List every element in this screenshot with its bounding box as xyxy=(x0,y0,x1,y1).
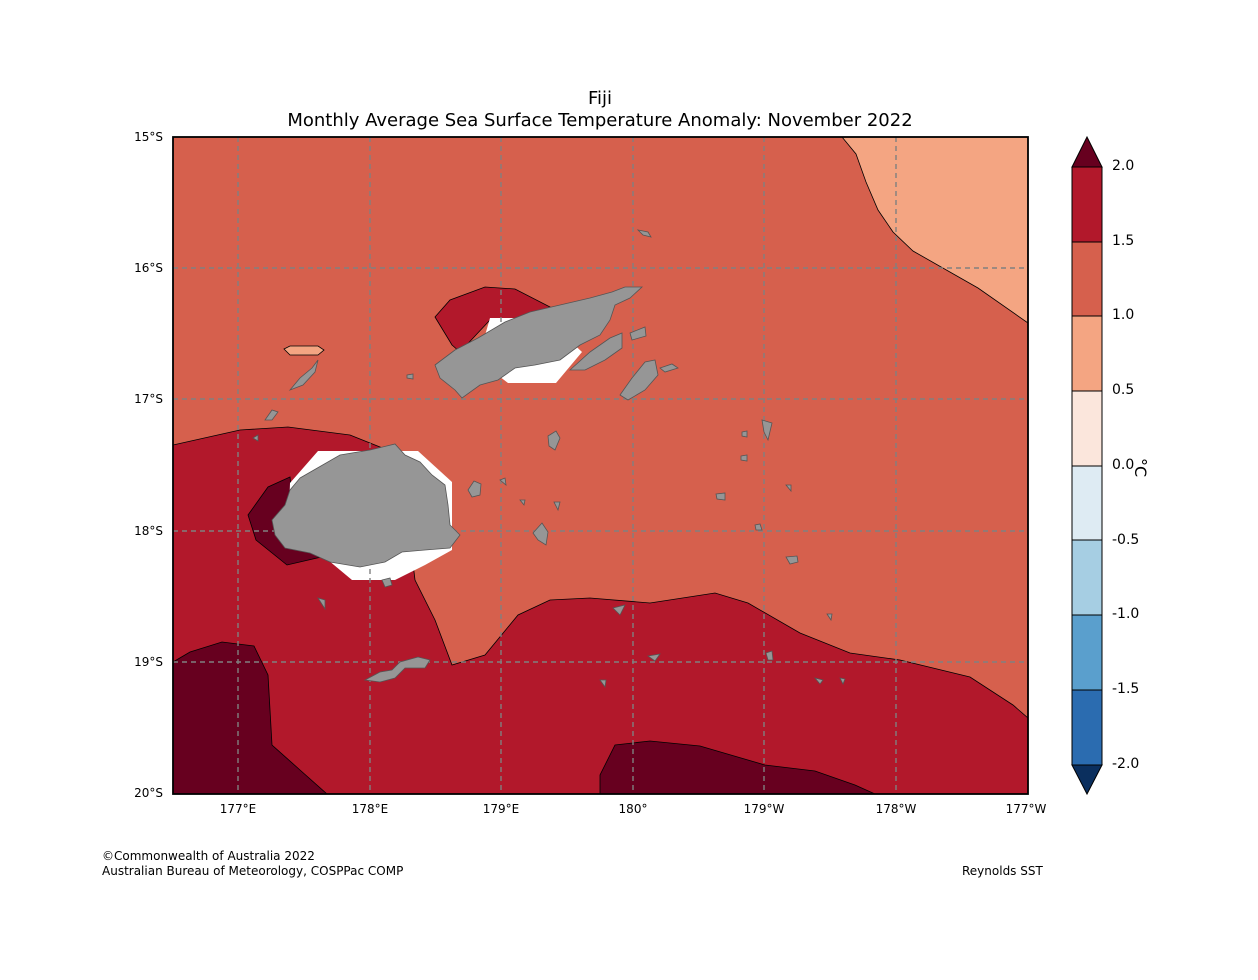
colorbar-tick-1.5: 1.5 xyxy=(1112,233,1135,249)
colorbar-band-neg1.0-neg0.5 xyxy=(1072,540,1102,615)
colorbar-unit-label: °C xyxy=(1131,458,1150,478)
small-island-4 xyxy=(499,477,507,486)
colorbar-tick-neg0.5: -0.5 xyxy=(1112,532,1140,548)
colorbar-tick-0.0: 0.0 xyxy=(1112,457,1135,473)
lat-label-18s: 18°S xyxy=(134,524,163,538)
colorbar-band-neg1.5-neg1.0 xyxy=(1072,615,1102,690)
small-island-7 xyxy=(741,430,748,438)
small-island-12 xyxy=(785,484,792,493)
small-island-6 xyxy=(553,501,561,512)
cikobia-island xyxy=(659,363,679,373)
graticule xyxy=(173,137,1028,794)
lat-label-15s: 15°S xyxy=(134,130,163,144)
colorbar-band-0.5-1.0 xyxy=(1072,316,1102,391)
ovalau-island xyxy=(467,480,482,498)
colorbar-extend-top xyxy=(1071,135,1103,168)
colorbar-extend-bottom xyxy=(1071,764,1103,796)
colorbar-band-1.0-1.5 xyxy=(1072,242,1102,316)
small-island-1 xyxy=(252,434,259,442)
yasawa-islands xyxy=(288,359,319,391)
small-island-11 xyxy=(754,523,763,531)
small-island-21 xyxy=(839,677,846,685)
qamea-island xyxy=(629,326,647,341)
small-island-8 xyxy=(740,454,748,462)
map-fill-layer xyxy=(173,137,1028,794)
small-island-13 xyxy=(785,555,799,565)
anomaly-region-above-2-south xyxy=(599,740,876,794)
agency-text: Australian Bureau of Meteorology, COSPPa… xyxy=(102,864,404,878)
lon-label-180: 180° xyxy=(618,802,648,816)
colorbar-tick-0.5: 0.5 xyxy=(1112,382,1135,398)
small-island-9 xyxy=(761,419,773,442)
colorbar-band-neg0.5-0.0 xyxy=(1072,466,1102,540)
copyright-text: ©Commonwealth of Australia 2022 xyxy=(102,849,315,863)
small-island-17 xyxy=(765,650,774,661)
lon-label-179e: 179°E xyxy=(482,802,520,816)
colorbar-tick-neg1.0: -1.0 xyxy=(1112,606,1140,622)
colorbar-band-1.5-2.0 xyxy=(1072,167,1102,242)
lakeba-island xyxy=(619,359,659,401)
anomaly-region-0.5-1.0-northeast xyxy=(841,137,1028,324)
small-island-10 xyxy=(715,492,726,501)
beqa-island xyxy=(381,577,393,588)
small-island-3 xyxy=(406,373,414,380)
colorbar-band-0.0-0.5 xyxy=(1072,391,1102,466)
data-source-text: Reynolds SST xyxy=(962,864,1043,878)
colorbar-tick-neg1.5: -1.5 xyxy=(1112,681,1140,697)
colorbar-band-neg2.0-neg1.5 xyxy=(1072,690,1102,765)
lon-label-179w: 179°W xyxy=(743,802,785,816)
waya-island xyxy=(264,409,279,421)
lon-label-177e: 177°E xyxy=(219,802,257,816)
kadavu-island xyxy=(363,656,431,683)
small-island-5 xyxy=(519,499,526,506)
lat-label-16s: 16°S xyxy=(134,261,163,275)
lat-label-19s: 19°S xyxy=(134,655,163,669)
anomaly-region-0.5-1.0-small xyxy=(283,345,325,356)
land-masses xyxy=(252,229,846,689)
koro-island xyxy=(547,430,561,451)
lat-label-20s: 20°S xyxy=(134,786,163,800)
small-island-2 xyxy=(636,229,652,238)
map-frame xyxy=(172,136,1029,795)
small-island-14 xyxy=(826,613,833,622)
lat-label-17s: 17°S xyxy=(134,392,163,406)
colorbar-tick-1.0: 1.0 xyxy=(1112,307,1135,323)
small-island-20 xyxy=(813,677,824,685)
lon-label-178e: 178°E xyxy=(351,802,389,816)
small-island-19 xyxy=(317,597,326,611)
lon-label-177w: 177°W xyxy=(1005,802,1047,816)
small-island-15 xyxy=(612,604,626,616)
vanua-levu-island xyxy=(434,286,644,399)
colorbar-tick-2.0: 2.0 xyxy=(1112,158,1135,174)
colorbar xyxy=(1071,135,1103,796)
lon-label-178w: 178°W xyxy=(875,802,917,816)
small-island-18 xyxy=(599,679,607,689)
taveuni-island xyxy=(568,332,623,371)
anomaly-region-above-2-southwest xyxy=(173,641,328,794)
colorbar-tick-neg2.0: -2.0 xyxy=(1112,756,1140,772)
map-subtitle: Monthly Average Sea Surface Temperature … xyxy=(287,110,913,131)
viti-levu-island xyxy=(271,443,461,568)
map-title: Fiji xyxy=(587,88,613,109)
gau-island xyxy=(532,522,549,546)
small-island-16 xyxy=(646,653,661,662)
